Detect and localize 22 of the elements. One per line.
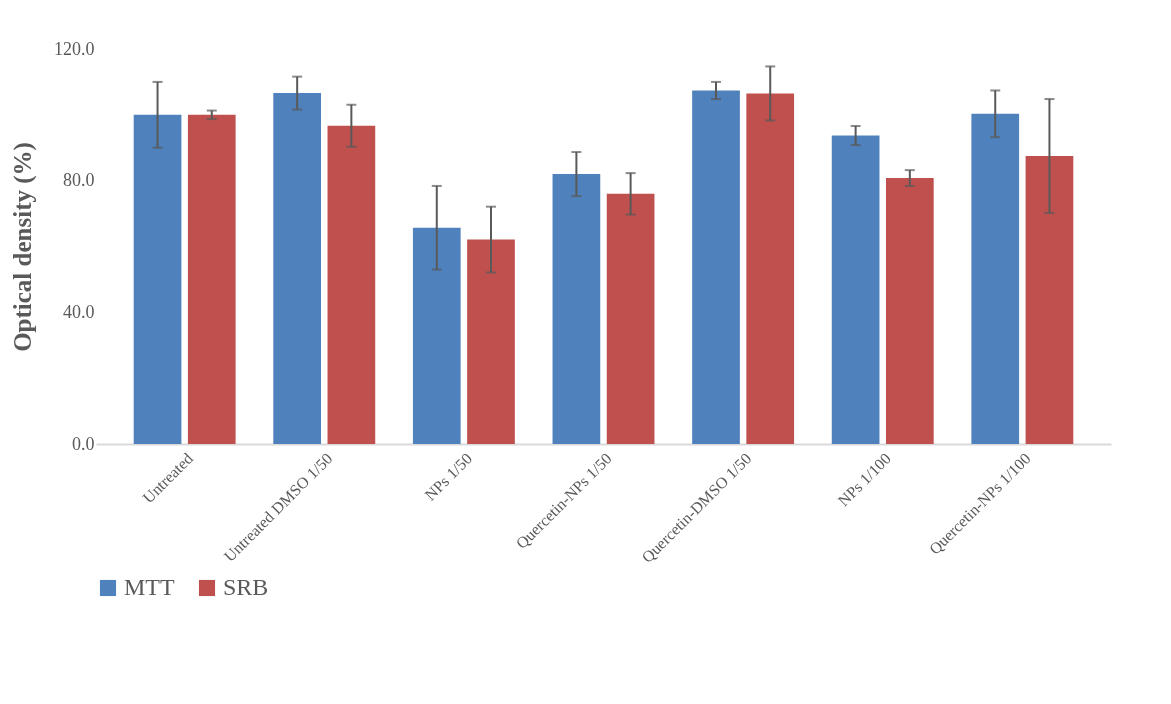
bar xyxy=(187,114,236,444)
bar xyxy=(133,114,182,444)
bar xyxy=(273,93,322,444)
bar xyxy=(971,113,1020,444)
y-tick-label: 80.0 xyxy=(63,170,95,191)
bar xyxy=(692,90,740,444)
y-axis-title: Optical density (%) xyxy=(9,142,37,352)
bar xyxy=(552,174,601,444)
bar xyxy=(606,193,655,444)
y-tick-label: 120.0 xyxy=(54,38,95,59)
bar xyxy=(746,93,795,444)
y-tick-label: 40.0 xyxy=(63,301,95,322)
bar xyxy=(1025,155,1074,444)
y-tick-label: 0.0 xyxy=(72,433,95,454)
bar xyxy=(412,227,461,444)
bar xyxy=(327,125,376,444)
bar xyxy=(885,178,934,444)
x-tick-label: NPs 1/50 xyxy=(421,449,476,504)
legend-label: MTT xyxy=(124,574,175,600)
legend-label: SRB xyxy=(223,574,269,600)
bar xyxy=(467,239,515,444)
bar xyxy=(831,135,880,444)
